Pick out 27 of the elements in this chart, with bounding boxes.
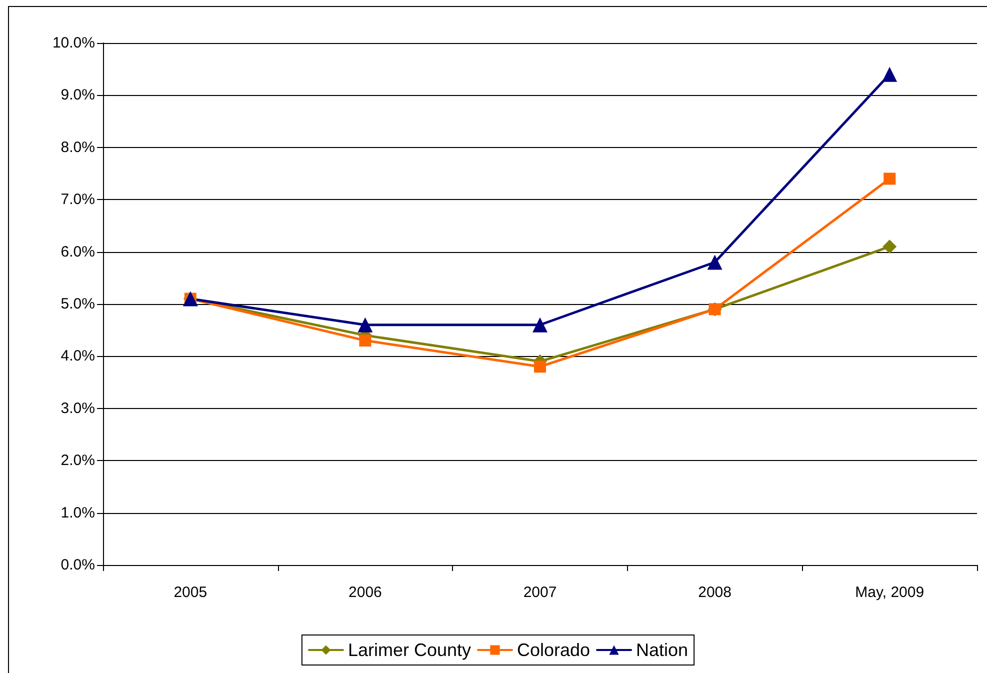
point — [534, 360, 546, 373]
point — [359, 334, 372, 347]
y-tick-label: 2.0% — [60, 452, 95, 470]
point — [882, 240, 897, 254]
legend-label: Nation — [636, 640, 688, 660]
x-tick-label: May, 2009 — [855, 584, 924, 601]
x-tick-label: 2008 — [698, 584, 732, 601]
y-tick-label: 5.0% — [60, 296, 95, 312]
legend-label: Larimer County — [348, 640, 471, 660]
y-tick-label: 1.0% — [60, 504, 95, 522]
point — [707, 254, 722, 270]
x-tick-label: 2005 — [174, 584, 208, 601]
y-tick-label: 9.0% — [60, 86, 95, 104]
y-tick-label: 8.0% — [60, 138, 95, 156]
x-tick-label: 2006 — [348, 584, 382, 601]
x-tick-label: 2007 — [523, 584, 557, 601]
y-tick-label: 6.0% — [60, 243, 95, 260]
y-tick-label: 10.0% — [52, 34, 95, 52]
point — [882, 66, 898, 82]
y-tick-label: 4.0% — [60, 348, 95, 365]
point — [532, 317, 548, 332]
legend-label: Colorado — [516, 640, 590, 660]
y-tick-label: 7.0% — [60, 191, 95, 208]
y-tick-label: 3.0% — [60, 400, 95, 417]
y-tick-label: 0.0% — [60, 556, 95, 574]
point — [358, 317, 373, 332]
point — [884, 172, 896, 185]
